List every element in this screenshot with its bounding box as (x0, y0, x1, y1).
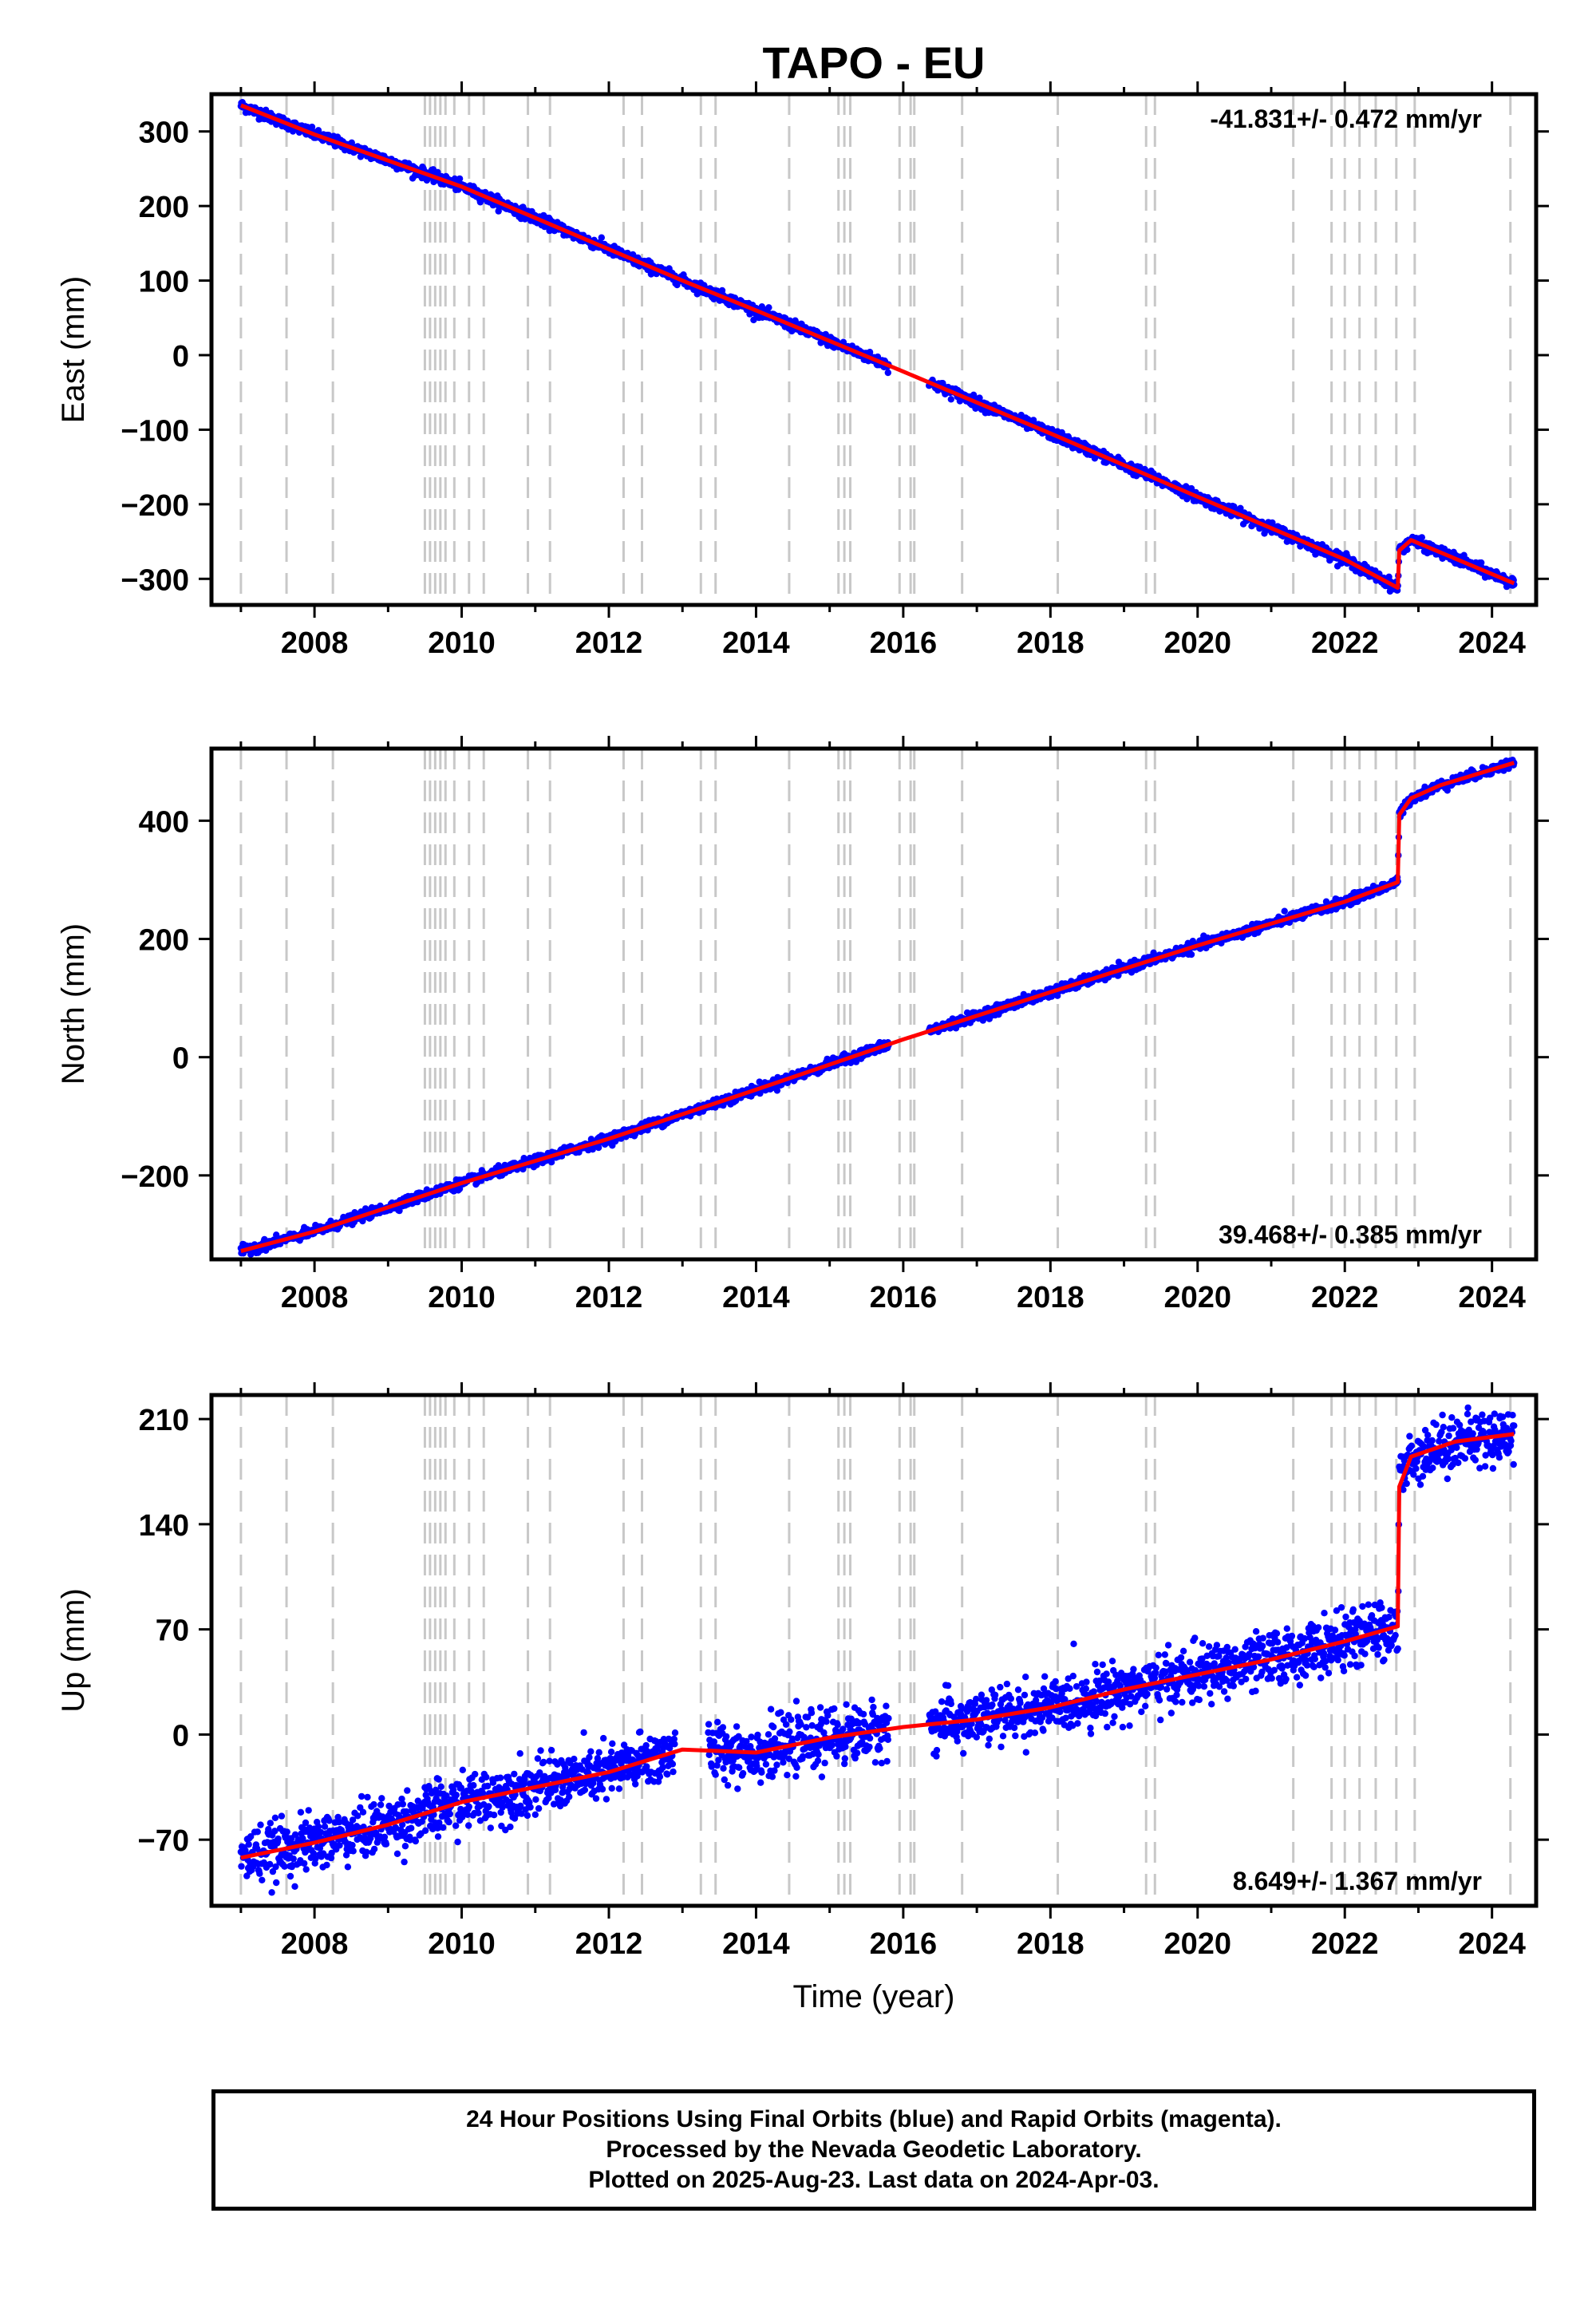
data-point (456, 175, 464, 183)
data-point (348, 139, 355, 146)
model-line (239, 103, 1515, 590)
data-point (947, 396, 955, 403)
y-tick-label: −200 (120, 489, 189, 523)
data-point (773, 1087, 781, 1094)
data-point (1187, 484, 1195, 492)
data-point (765, 304, 772, 311)
data-point (1281, 907, 1288, 915)
y-tick-label: 0 (172, 340, 189, 373)
data-point (884, 369, 892, 377)
x-tick-label: 2008 (281, 626, 349, 660)
y-tick-label: 300 (139, 117, 189, 150)
chart-title: TAPO - EU (763, 38, 986, 88)
data-point (1385, 573, 1393, 580)
x-tick-label: 2018 (1017, 626, 1084, 660)
data-point (1404, 546, 1411, 553)
data-point (595, 1144, 602, 1152)
x-tick-label: 2012 (575, 626, 643, 660)
y-tick-label: 200 (139, 191, 189, 224)
event-lines (239, 749, 1512, 1259)
data-point (396, 1207, 403, 1215)
y-tick-label: 100 (139, 266, 189, 299)
x-tick-label: 2014 (722, 626, 790, 660)
x-tick-label: 2020 (1164, 626, 1232, 660)
data-point (598, 234, 605, 241)
data-point (1418, 534, 1426, 541)
x-tick-label: 2022 (1311, 626, 1379, 660)
plot-frame (209, 92, 1539, 607)
y-tick-label: −300 (120, 563, 189, 597)
y-tick-label: −100 (120, 414, 189, 448)
data-point (1187, 951, 1195, 958)
rate-label-east: -41.831+/- 0.472 mm/yr (1210, 105, 1482, 133)
data-point (1478, 559, 1485, 567)
panel-east: 2008 2010 2012 2014 2016 2018 2020 2022 2024 300 2… (56, 81, 1549, 660)
panel-north: 2008 2010 2012 2014 2016 2018 2020 2022 20244002… (56, 736, 1549, 1314)
data-point (1150, 949, 1157, 957)
x-tick-label: 2016 (870, 626, 938, 660)
x-tick-label: 2010 (428, 626, 496, 660)
x-tick-label: 2024 (1458, 626, 1526, 660)
y-axis-label-east: East (mm) (56, 276, 91, 423)
